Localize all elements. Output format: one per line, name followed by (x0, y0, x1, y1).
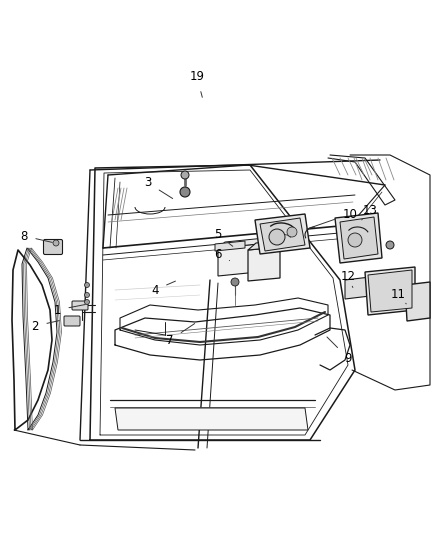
Polygon shape (345, 277, 370, 299)
Polygon shape (260, 218, 305, 251)
Polygon shape (248, 247, 280, 281)
Text: 13: 13 (362, 204, 378, 220)
Text: 11: 11 (391, 287, 406, 304)
Circle shape (53, 240, 59, 246)
Text: 9: 9 (327, 337, 352, 365)
Circle shape (287, 227, 297, 237)
Circle shape (85, 300, 89, 304)
Text: 19: 19 (190, 70, 205, 98)
Circle shape (181, 171, 189, 179)
Text: 12: 12 (340, 271, 356, 287)
Text: 2: 2 (31, 319, 59, 333)
Circle shape (348, 233, 362, 247)
Polygon shape (248, 240, 288, 250)
Text: 6: 6 (214, 247, 230, 261)
Circle shape (85, 293, 89, 297)
Polygon shape (340, 217, 378, 259)
Text: 10: 10 (307, 207, 357, 229)
Circle shape (180, 187, 190, 197)
Circle shape (85, 282, 89, 287)
Polygon shape (365, 267, 415, 315)
Polygon shape (218, 244, 258, 276)
Polygon shape (215, 241, 245, 251)
FancyBboxPatch shape (72, 301, 88, 310)
FancyBboxPatch shape (43, 239, 63, 254)
Text: 3: 3 (144, 176, 173, 198)
Polygon shape (368, 270, 412, 312)
Circle shape (231, 278, 239, 286)
Polygon shape (335, 213, 382, 263)
Polygon shape (405, 282, 430, 321)
Polygon shape (115, 408, 308, 430)
Text: 1: 1 (53, 303, 85, 317)
Circle shape (269, 229, 285, 245)
Text: 5: 5 (214, 229, 233, 246)
Circle shape (386, 241, 394, 249)
FancyBboxPatch shape (64, 316, 80, 326)
Text: 4: 4 (151, 281, 176, 296)
Text: 8: 8 (20, 230, 52, 243)
Polygon shape (218, 238, 265, 248)
Text: 7: 7 (166, 324, 194, 346)
Polygon shape (255, 214, 310, 254)
